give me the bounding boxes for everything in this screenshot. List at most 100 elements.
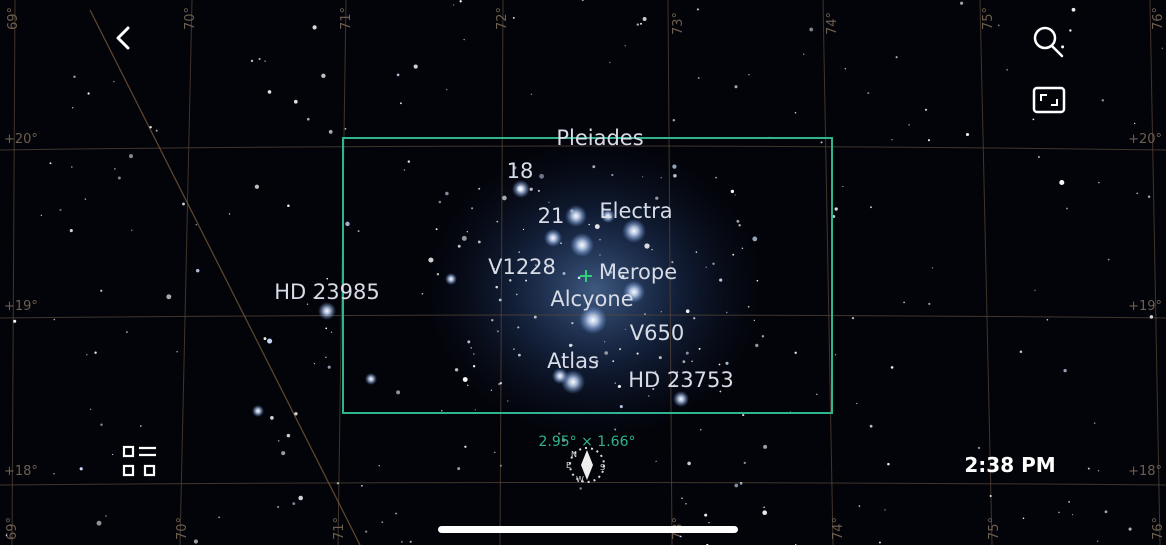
- star: [477, 240, 481, 244]
- star: [533, 315, 537, 319]
- star: [401, 541, 403, 543]
- star[interactable]: [552, 368, 568, 384]
- star: [869, 424, 873, 428]
- star: [755, 343, 759, 348]
- star: [794, 111, 797, 114]
- star: [438, 200, 442, 204]
- star: [516, 293, 518, 296]
- star: [381, 521, 384, 524]
- star: [908, 124, 910, 126]
- star: [734, 194, 736, 196]
- star: [326, 277, 329, 280]
- star: [264, 60, 266, 62]
- star: [924, 108, 928, 111]
- star: [250, 59, 254, 63]
- compass-letter: N: [571, 450, 577, 459]
- star[interactable]: [579, 306, 607, 334]
- grid-line: [822, 0, 834, 545]
- star: [742, 414, 745, 417]
- star: [496, 330, 499, 333]
- star: [277, 505, 280, 509]
- star: [407, 160, 411, 163]
- star: [535, 264, 537, 266]
- search-button[interactable]: [1033, 26, 1064, 58]
- star: [336, 482, 340, 485]
- star[interactable]: [622, 219, 646, 243]
- star[interactable]: [565, 205, 587, 227]
- star: [87, 92, 90, 95]
- star: [977, 446, 981, 450]
- fullscreen-button[interactable]: [1032, 86, 1066, 114]
- star: [687, 461, 691, 466]
- star: [70, 166, 73, 168]
- star: [1087, 467, 1090, 470]
- star: [654, 370, 657, 373]
- grid-label: 75°: [987, 517, 1002, 540]
- star: [588, 223, 590, 226]
- star: [292, 502, 296, 505]
- star: [834, 207, 838, 211]
- star: [1061, 45, 1065, 49]
- star: [313, 297, 315, 299]
- star: [441, 410, 443, 412]
- star: [989, 494, 992, 498]
- grid-label: 71°: [332, 517, 347, 540]
- star: [294, 412, 298, 416]
- star-label: Atlas: [547, 349, 599, 373]
- menu-button[interactable]: [122, 445, 156, 477]
- star: [890, 366, 894, 369]
- star: [676, 371, 679, 374]
- star[interactable]: [252, 405, 264, 417]
- star: [512, 16, 515, 19]
- star: [1006, 69, 1008, 71]
- star: [685, 351, 689, 355]
- clock: 2:38 PM: [964, 453, 1055, 477]
- star: [734, 483, 739, 488]
- star[interactable]: [623, 281, 645, 303]
- star: [609, 270, 613, 274]
- star[interactable]: [570, 233, 594, 257]
- star: [435, 228, 438, 231]
- star: [537, 189, 540, 192]
- star: [1107, 258, 1110, 261]
- star: [428, 257, 434, 263]
- star: [700, 428, 702, 431]
- star: [293, 99, 298, 104]
- ecliptic-line: [89, 9, 361, 545]
- star: [738, 224, 741, 227]
- star: [1104, 510, 1108, 514]
- star[interactable]: [445, 273, 457, 285]
- star: [1059, 179, 1065, 186]
- star: [1097, 540, 1099, 542]
- star[interactable]: [673, 391, 689, 407]
- star: [719, 278, 723, 282]
- star: [117, 176, 121, 180]
- star: [509, 279, 512, 282]
- star-label: Alcyone: [550, 287, 633, 311]
- star: [330, 331, 333, 333]
- star: [155, 129, 158, 132]
- star[interactable]: [544, 229, 562, 247]
- star[interactable]: [365, 373, 377, 385]
- star[interactable]: [318, 302, 336, 320]
- star: [651, 248, 653, 251]
- star: [756, 279, 759, 282]
- star: [228, 213, 231, 215]
- star: [743, 461, 746, 465]
- star: [472, 365, 476, 368]
- star: [858, 505, 861, 507]
- star: [685, 309, 690, 314]
- grid-label: +20°: [1128, 132, 1162, 147]
- back-button[interactable]: [116, 26, 130, 50]
- fullscreen-icon: [1032, 86, 1066, 114]
- star: [1058, 511, 1060, 514]
- star: [636, 23, 639, 26]
- star: [130, 229, 133, 232]
- star: [928, 302, 931, 306]
- grid-label: +18°: [4, 464, 38, 479]
- star[interactable]: [601, 209, 615, 223]
- star[interactable]: [512, 180, 530, 198]
- star: [697, 76, 700, 79]
- grid-label: 76°: [1151, 7, 1166, 30]
